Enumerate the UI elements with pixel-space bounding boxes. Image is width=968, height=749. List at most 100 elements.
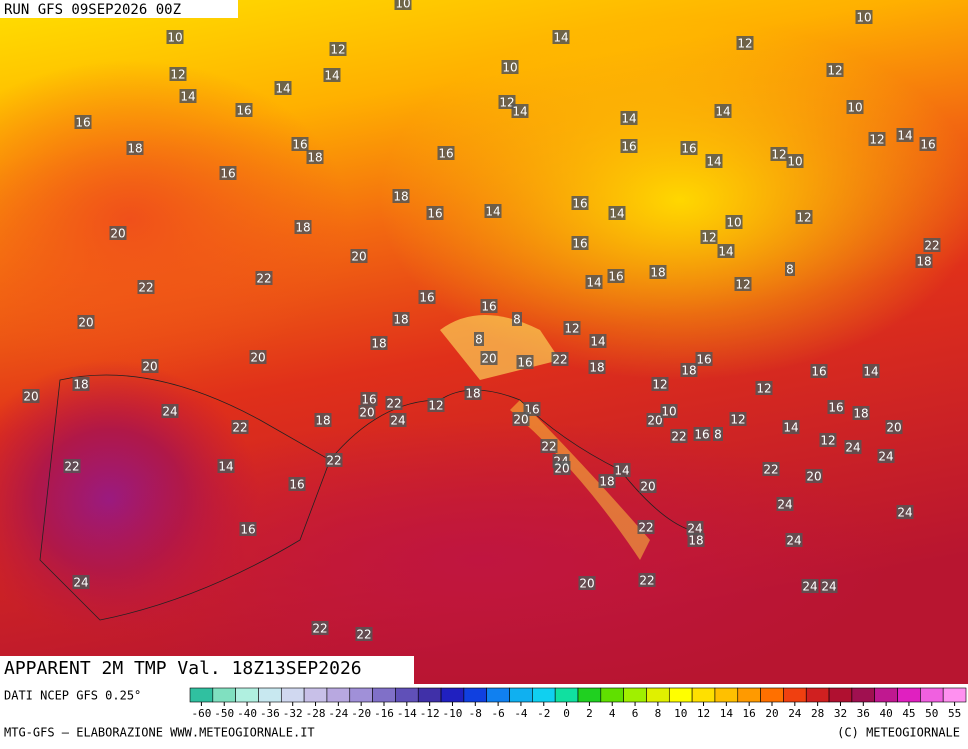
temp-label: 20 — [554, 462, 569, 476]
label-box — [734, 277, 752, 291]
tick-label: -6 — [491, 707, 504, 720]
tick-label: -28 — [306, 707, 326, 720]
color-swatch — [805, 687, 830, 703]
label-box — [868, 132, 886, 146]
label-box — [72, 377, 90, 391]
temp-label: 18 — [465, 387, 480, 401]
tick-label: -8 — [469, 707, 482, 720]
color-swatch — [714, 687, 739, 703]
label-box — [686, 521, 704, 535]
tick-label: -50 — [214, 707, 234, 720]
label-box — [370, 336, 388, 350]
label-box — [235, 103, 253, 117]
label-box — [670, 429, 688, 443]
label-box — [126, 141, 144, 155]
label-box — [762, 462, 780, 476]
temp-label: 20 — [351, 250, 366, 264]
tick-label: 24 — [788, 707, 802, 720]
temp-label: 14 — [218, 460, 233, 474]
label-box — [826, 63, 844, 77]
temp-label: 16 — [419, 291, 434, 305]
label-box — [553, 461, 571, 475]
temp-label: 16 — [811, 365, 826, 379]
temp-label: 18 — [295, 221, 310, 235]
label-box — [72, 575, 90, 589]
temp-label: 18 — [681, 364, 696, 378]
temp-label: 12 — [737, 37, 752, 51]
temp-label: 24 — [845, 441, 860, 455]
color-swatch — [600, 687, 624, 703]
color-swatch — [532, 687, 556, 703]
label-box — [22, 389, 40, 403]
label-box — [638, 573, 656, 587]
label-box — [827, 400, 845, 414]
label-box — [700, 230, 718, 244]
tick-label: 28 — [811, 707, 824, 720]
label-box — [649, 265, 667, 279]
temp-label: 16 — [694, 428, 709, 442]
temp-label: 14 — [614, 464, 629, 478]
label-box — [392, 312, 410, 326]
tick-label: 14 — [720, 707, 734, 720]
temp-label: 8 — [475, 333, 483, 347]
tick-label: 10 — [674, 707, 687, 720]
label-box — [571, 196, 589, 210]
temp-label: 16 — [438, 147, 453, 161]
copyright: (C) METEOGIORNALE — [837, 726, 960, 740]
color-swatch — [737, 687, 761, 703]
tick-label: 50 — [925, 707, 938, 720]
label-box — [776, 497, 794, 511]
label-box — [588, 360, 606, 374]
temp-label: 18 — [650, 266, 665, 280]
temp-label: 12 — [827, 64, 842, 78]
color-swatch — [828, 687, 853, 703]
color-swatch — [942, 687, 967, 703]
label-box — [437, 146, 455, 160]
temp-label: 14 — [783, 421, 798, 435]
temp-label: 12 — [730, 413, 745, 427]
label-box — [896, 505, 914, 519]
label-box — [217, 459, 235, 473]
label-box — [585, 275, 603, 289]
temp-label: 10 — [661, 405, 676, 419]
label-box — [389, 413, 407, 427]
temp-label: 16 — [572, 197, 587, 211]
label-box — [551, 352, 569, 366]
temp-label: 16 — [75, 116, 90, 130]
run-label: RUN GFS 09SEP2026 00Z — [4, 2, 181, 18]
tick-label: 2 — [586, 707, 593, 720]
temp-label: 24 — [162, 405, 177, 419]
label-box — [885, 420, 903, 434]
temp-label: 14 — [586, 276, 601, 290]
temp-label: 24 — [821, 580, 836, 594]
label-box — [512, 312, 522, 326]
temp-label: 24 — [897, 506, 912, 520]
label-box — [464, 386, 482, 400]
label-box — [589, 334, 607, 348]
temp-label: 22 — [356, 628, 371, 642]
temp-label: 24 — [786, 534, 801, 548]
temp-label: 22 — [639, 574, 654, 588]
tick-label: -10 — [443, 707, 463, 720]
label-box — [249, 350, 267, 364]
temp-label: 18 — [73, 378, 88, 392]
temp-label: 18 — [589, 361, 604, 375]
temp-label: 14 — [275, 82, 290, 96]
label-box — [729, 412, 747, 426]
tick-label: 45 — [902, 707, 915, 720]
label-box — [426, 206, 444, 220]
temp-label: 20 — [886, 421, 901, 435]
label-box — [418, 290, 436, 304]
label-box — [810, 364, 828, 378]
tick-label: -12 — [420, 707, 440, 720]
color-swatch — [646, 687, 670, 703]
temp-label: 16 — [608, 270, 623, 284]
tick-label: -36 — [260, 707, 280, 720]
temp-label: 8 — [786, 263, 794, 277]
temp-label: 12 — [869, 133, 884, 147]
label-box — [74, 115, 92, 129]
color-swatch — [326, 687, 351, 703]
tick-label: -16 — [374, 707, 394, 720]
